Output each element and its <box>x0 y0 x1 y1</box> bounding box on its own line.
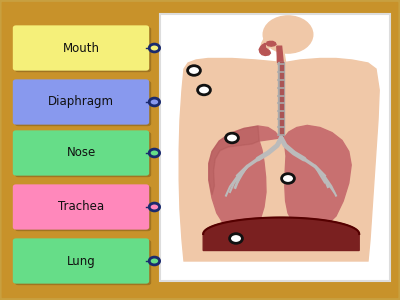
Polygon shape <box>209 126 259 195</box>
Polygon shape <box>277 52 286 62</box>
Circle shape <box>230 234 242 243</box>
FancyBboxPatch shape <box>160 14 390 280</box>
Circle shape <box>263 16 313 53</box>
FancyBboxPatch shape <box>15 240 151 285</box>
Polygon shape <box>284 125 351 230</box>
Circle shape <box>149 44 160 52</box>
Text: Nose: Nose <box>66 146 96 160</box>
Polygon shape <box>209 126 280 232</box>
Polygon shape <box>277 46 283 62</box>
Circle shape <box>188 66 200 75</box>
Polygon shape <box>266 41 276 46</box>
FancyBboxPatch shape <box>13 79 149 125</box>
Circle shape <box>149 98 160 106</box>
FancyBboxPatch shape <box>15 132 151 177</box>
FancyBboxPatch shape <box>13 184 149 230</box>
Text: Trachea: Trachea <box>58 200 104 214</box>
Circle shape <box>149 149 160 157</box>
Circle shape <box>149 203 160 211</box>
FancyBboxPatch shape <box>13 26 149 70</box>
FancyBboxPatch shape <box>13 130 149 175</box>
FancyBboxPatch shape <box>15 81 151 126</box>
Text: Diaphragm: Diaphragm <box>48 95 114 109</box>
Polygon shape <box>203 218 359 250</box>
Bar <box>280 62 283 138</box>
Polygon shape <box>259 44 270 56</box>
FancyBboxPatch shape <box>13 238 149 284</box>
FancyBboxPatch shape <box>15 186 151 231</box>
Bar <box>278 62 284 138</box>
Circle shape <box>149 257 160 265</box>
Text: Mouth: Mouth <box>62 41 100 55</box>
Circle shape <box>226 133 238 143</box>
Circle shape <box>282 174 294 183</box>
Text: Lung: Lung <box>67 254 95 268</box>
Circle shape <box>198 85 210 95</box>
Polygon shape <box>261 32 271 52</box>
Polygon shape <box>179 58 379 261</box>
FancyBboxPatch shape <box>15 27 151 72</box>
